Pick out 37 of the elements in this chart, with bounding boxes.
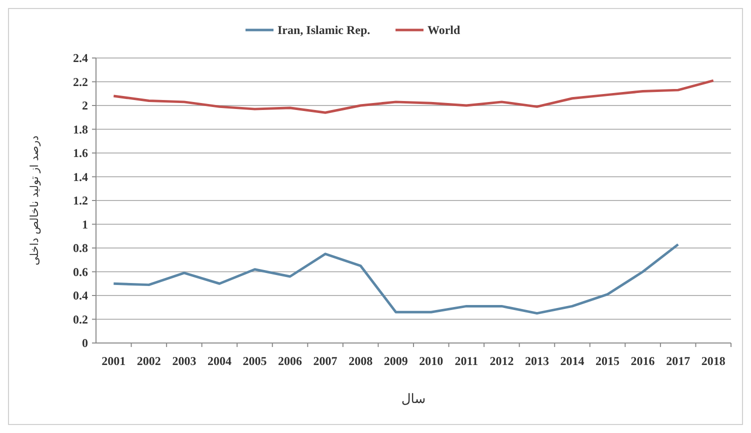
y-tick-label: 0.2 <box>73 312 88 326</box>
x-tick-label: 2006 <box>278 354 302 368</box>
x-tick-label: 2018 <box>701 354 726 368</box>
y-tick-label: 0.4 <box>73 288 88 303</box>
y-tick-label: 1.6 <box>73 146 88 160</box>
x-tick-label: 2009 <box>384 354 408 368</box>
x-tick-label: 2012 <box>490 354 514 368</box>
y-tick-label: 2 <box>82 98 88 113</box>
line-series <box>112 79 715 114</box>
x-tick-label: 2008 <box>348 354 373 368</box>
x-tick-label: 2007 <box>313 354 338 368</box>
x-tick-label: 2016 <box>630 354 655 368</box>
y-axis-title: درصد از تولید ناخالص داخلی <box>28 135 41 266</box>
x-tick-label: 2003 <box>172 354 196 368</box>
x-axis-title: سال <box>401 392 426 407</box>
x-tick-label: 2017 <box>666 354 690 368</box>
y-tick-label: 0.8 <box>73 241 88 256</box>
x-tick-label: 2001 <box>102 354 126 368</box>
y-tick-label: 0 <box>82 336 88 350</box>
y-tick-label: 2.4 <box>73 51 88 66</box>
y-tick-label: 2.2 <box>73 74 88 89</box>
x-tick-label: 2005 <box>242 354 267 368</box>
y-tick-label: 1.2 <box>73 194 88 208</box>
legend-label: World <box>428 23 460 38</box>
y-tick-label: 1.4 <box>73 170 88 184</box>
line-series <box>112 243 680 315</box>
y-tick-label: 1.8 <box>73 122 88 136</box>
legend-label: Iran, Islamic Rep. <box>278 23 370 38</box>
x-tick-label: 2002 <box>136 354 161 368</box>
x-tick-label: 2013 <box>524 354 549 368</box>
x-tick-label: 2004 <box>207 354 232 368</box>
y-tick-label: 1 <box>82 217 88 232</box>
x-tick-label: 2010 <box>419 354 444 368</box>
x-tick-label: 2014 <box>560 354 584 368</box>
x-tick-label: 2011 <box>454 354 478 368</box>
x-tick-label: 2015 <box>596 354 620 368</box>
y-tick-label: 0.6 <box>73 264 88 279</box>
